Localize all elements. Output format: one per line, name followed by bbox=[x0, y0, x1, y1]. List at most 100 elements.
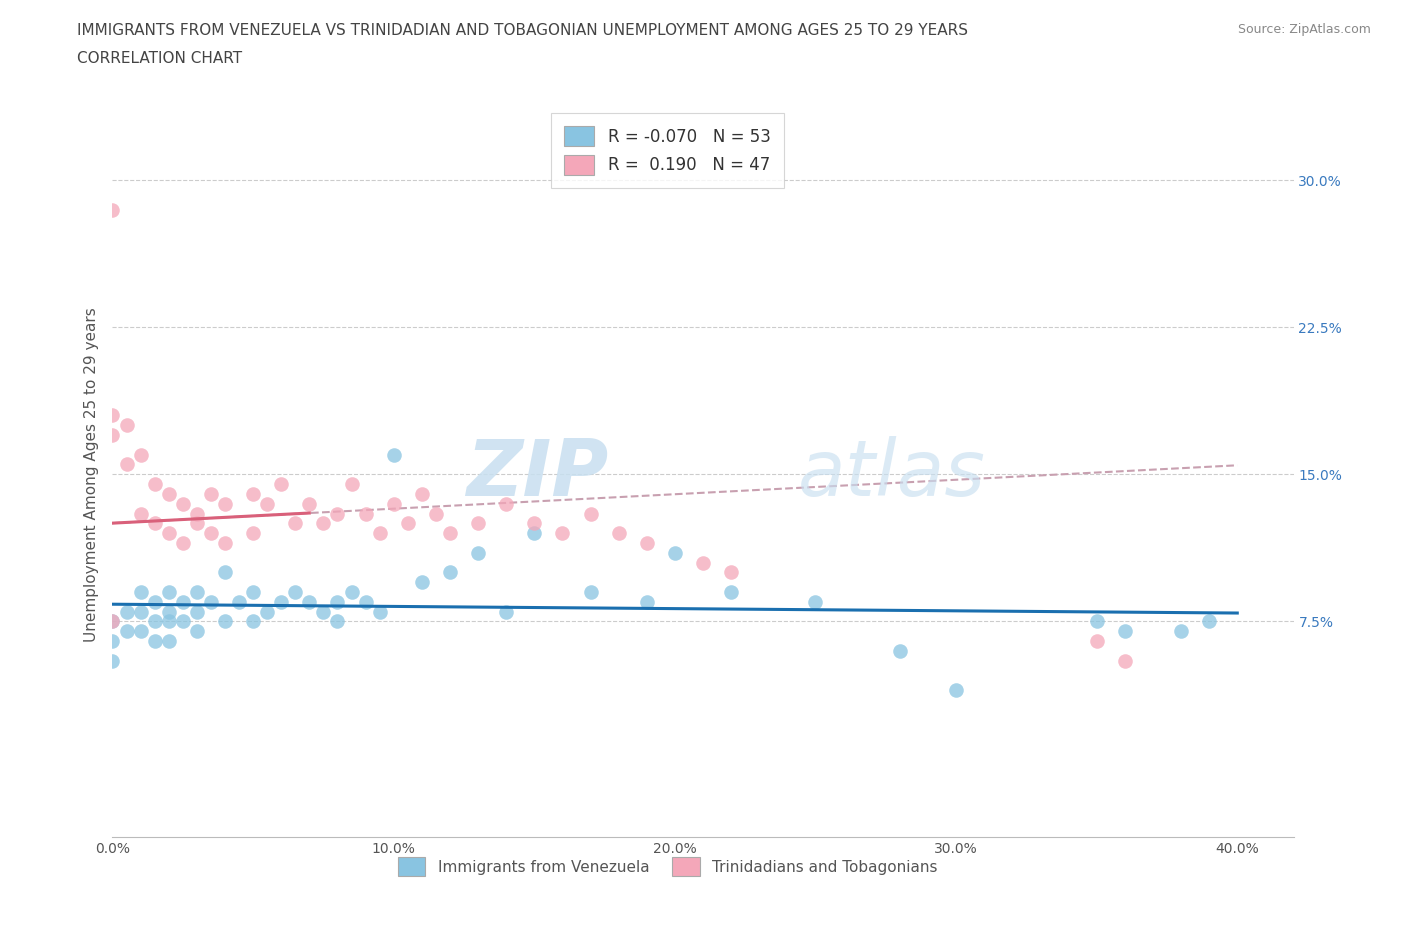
Point bbox=[523, 525, 546, 540]
Point bbox=[945, 683, 967, 698]
Point bbox=[1114, 624, 1136, 639]
Point bbox=[607, 525, 630, 540]
Point bbox=[467, 545, 489, 560]
Point bbox=[200, 594, 222, 609]
Point bbox=[636, 536, 658, 551]
Point bbox=[340, 477, 363, 492]
Point bbox=[157, 584, 180, 599]
Point bbox=[495, 604, 517, 619]
Point bbox=[411, 575, 433, 590]
Point bbox=[382, 447, 405, 462]
Point bbox=[298, 497, 321, 512]
Point bbox=[354, 594, 377, 609]
Point bbox=[326, 614, 349, 629]
Point bbox=[172, 536, 194, 551]
Point bbox=[242, 614, 264, 629]
Point bbox=[101, 408, 124, 423]
Point bbox=[157, 525, 180, 540]
Legend: Immigrants from Venezuela, Trinidadians and Tobagonians: Immigrants from Venezuela, Trinidadians … bbox=[391, 850, 945, 883]
Point bbox=[256, 497, 278, 512]
Point bbox=[1085, 614, 1108, 629]
Point bbox=[579, 506, 602, 521]
Point bbox=[368, 604, 391, 619]
Point bbox=[143, 614, 166, 629]
Point bbox=[523, 516, 546, 531]
Point bbox=[720, 584, 742, 599]
Point bbox=[804, 594, 827, 609]
Point bbox=[186, 516, 208, 531]
Point bbox=[129, 506, 152, 521]
Point bbox=[186, 624, 208, 639]
Point bbox=[579, 584, 602, 599]
Point bbox=[101, 614, 124, 629]
Point bbox=[157, 633, 180, 648]
Point bbox=[284, 584, 307, 599]
Point bbox=[439, 565, 461, 579]
Point bbox=[115, 418, 138, 432]
Point bbox=[101, 653, 124, 668]
Point bbox=[256, 604, 278, 619]
Point bbox=[664, 545, 686, 560]
Point bbox=[115, 457, 138, 472]
Point bbox=[354, 506, 377, 521]
Point bbox=[270, 477, 292, 492]
Point bbox=[284, 516, 307, 531]
Point bbox=[551, 525, 574, 540]
Point bbox=[200, 525, 222, 540]
Point bbox=[143, 477, 166, 492]
Text: IMMIGRANTS FROM VENEZUELA VS TRINIDADIAN AND TOBAGONIAN UNEMPLOYMENT AMONG AGES : IMMIGRANTS FROM VENEZUELA VS TRINIDADIAN… bbox=[77, 23, 969, 38]
Text: ZIP: ZIP bbox=[467, 436, 609, 512]
Point bbox=[129, 584, 152, 599]
Point bbox=[467, 516, 489, 531]
Point bbox=[1085, 633, 1108, 648]
Point bbox=[115, 624, 138, 639]
Point bbox=[115, 604, 138, 619]
Point bbox=[411, 486, 433, 501]
Point bbox=[157, 604, 180, 619]
Point bbox=[101, 428, 124, 443]
Point bbox=[368, 525, 391, 540]
Point bbox=[495, 497, 517, 512]
Point bbox=[129, 604, 152, 619]
Point bbox=[312, 604, 335, 619]
Point bbox=[242, 486, 264, 501]
Y-axis label: Unemployment Among Ages 25 to 29 years: Unemployment Among Ages 25 to 29 years bbox=[83, 307, 98, 642]
Point bbox=[172, 497, 194, 512]
Point bbox=[326, 594, 349, 609]
Point bbox=[214, 497, 236, 512]
Text: atlas: atlas bbox=[797, 436, 986, 512]
Point bbox=[101, 614, 124, 629]
Point bbox=[720, 565, 742, 579]
Point bbox=[101, 633, 124, 648]
Point bbox=[270, 594, 292, 609]
Point bbox=[143, 516, 166, 531]
Point bbox=[298, 594, 321, 609]
Point bbox=[1170, 624, 1192, 639]
Point bbox=[312, 516, 335, 531]
Point bbox=[143, 633, 166, 648]
Point bbox=[425, 506, 447, 521]
Point bbox=[1198, 614, 1220, 629]
Point bbox=[157, 486, 180, 501]
Text: CORRELATION CHART: CORRELATION CHART bbox=[77, 51, 242, 66]
Point bbox=[214, 536, 236, 551]
Point bbox=[214, 565, 236, 579]
Point bbox=[101, 202, 124, 217]
Text: Source: ZipAtlas.com: Source: ZipAtlas.com bbox=[1237, 23, 1371, 36]
Point bbox=[439, 525, 461, 540]
Point bbox=[157, 614, 180, 629]
Point bbox=[889, 644, 911, 658]
Point bbox=[636, 594, 658, 609]
Point bbox=[396, 516, 419, 531]
Point bbox=[172, 594, 194, 609]
Point bbox=[242, 584, 264, 599]
Point bbox=[186, 584, 208, 599]
Point bbox=[143, 594, 166, 609]
Point bbox=[186, 604, 208, 619]
Point bbox=[129, 624, 152, 639]
Point bbox=[340, 584, 363, 599]
Point bbox=[326, 506, 349, 521]
Point bbox=[200, 486, 222, 501]
Point bbox=[692, 555, 714, 570]
Point bbox=[242, 525, 264, 540]
